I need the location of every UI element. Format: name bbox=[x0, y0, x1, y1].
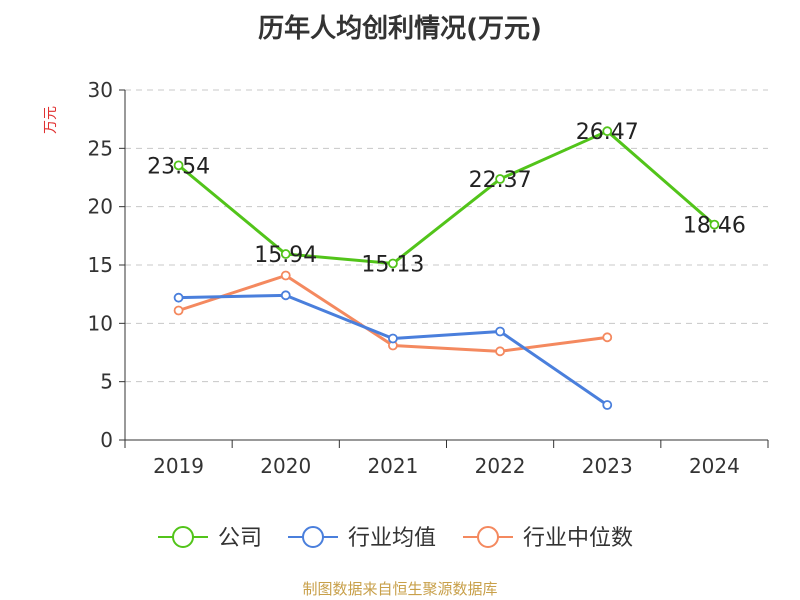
x-tick-label: 2021 bbox=[367, 454, 418, 478]
x-tick-label: 2022 bbox=[475, 454, 526, 478]
x-tick-label: 2023 bbox=[582, 454, 633, 478]
y-tick-label: 30 bbox=[88, 78, 113, 102]
data-label: 15.94 bbox=[254, 243, 317, 268]
series-0 bbox=[173, 126, 720, 269]
x-tick-label: 2020 bbox=[260, 454, 311, 478]
legend-label: 行业中位数 bbox=[523, 526, 633, 551]
data-label: 15.13 bbox=[361, 252, 424, 277]
y-tick-label: 5 bbox=[100, 370, 113, 394]
legend-swatch-marker bbox=[172, 526, 194, 548]
data-point bbox=[388, 258, 398, 269]
data-point bbox=[709, 219, 720, 230]
data-point bbox=[495, 346, 505, 357]
data-point bbox=[602, 400, 613, 410]
data-label: 26.47 bbox=[576, 120, 639, 145]
data-label: 22.37 bbox=[469, 168, 532, 193]
y-tick-label: 0 bbox=[100, 428, 113, 452]
x-tick-label: 2024 bbox=[689, 454, 740, 478]
y-tick-label: 15 bbox=[88, 253, 113, 277]
y-tick-label: 25 bbox=[88, 136, 113, 160]
legend-label: 行业均值 bbox=[348, 526, 436, 551]
data-point bbox=[602, 332, 613, 343]
series-1 bbox=[173, 290, 613, 410]
data-label: 18.46 bbox=[683, 214, 746, 239]
data-point bbox=[280, 270, 291, 281]
data-point bbox=[388, 333, 398, 344]
legend-swatch-marker bbox=[477, 526, 499, 548]
legend-swatch-marker bbox=[302, 526, 324, 548]
legend-item: 行业中位数 bbox=[463, 526, 633, 551]
legend-item: 行业均值 bbox=[288, 526, 436, 551]
chart-title: 历年人均创利情况(万元) bbox=[258, 14, 542, 44]
y-tick-label: 20 bbox=[88, 195, 113, 219]
series-line bbox=[177, 129, 716, 265]
data-point bbox=[173, 305, 184, 316]
legend-label: 公司 bbox=[218, 526, 262, 551]
x-tick-label: 2019 bbox=[153, 454, 204, 478]
data-point bbox=[602, 126, 613, 137]
data-point bbox=[280, 249, 291, 259]
legend-item: 公司 bbox=[158, 526, 262, 551]
data-point bbox=[495, 174, 505, 184]
data-point bbox=[280, 290, 291, 301]
data-label: 23.54 bbox=[147, 154, 210, 179]
data-point bbox=[495, 326, 505, 337]
y-tick-label: 10 bbox=[88, 311, 113, 335]
data-point bbox=[173, 292, 184, 303]
data-point bbox=[173, 160, 184, 171]
source-note: 制图数据来自恒生聚源数据库 bbox=[302, 580, 498, 598]
